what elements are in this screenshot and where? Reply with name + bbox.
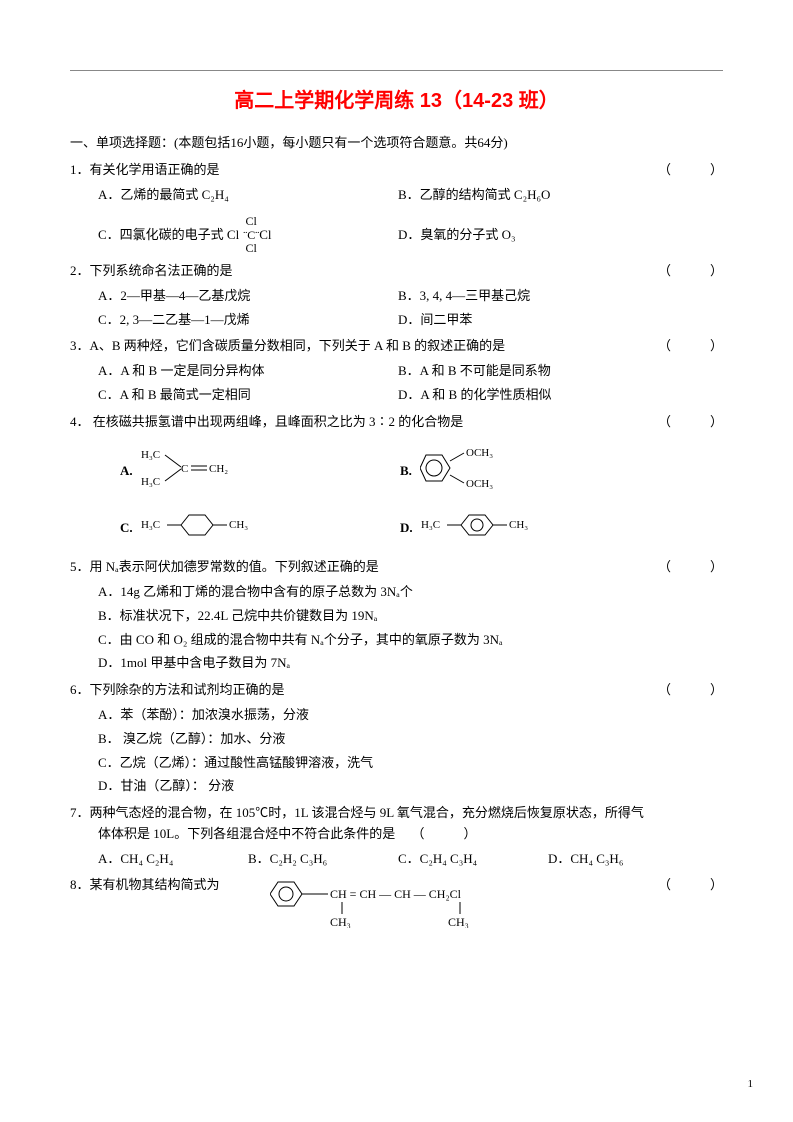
answer-blank: （ ） [411,826,476,841]
q2-opt-D: D．间二甲苯 [398,310,723,331]
q3-stem: 3．A、B 两种烃，它们含碳质量分数相同，下列关于 A 和 B 的叙述正确的是 [70,338,505,353]
answer-blank: （ ） [658,160,723,181]
q4-D-label: D. [400,518,413,539]
q4-A-label: A. [120,461,133,482]
q3-opt-A: A．A 和 B 一定是同分异构体 [98,361,398,382]
page-title: 高二上学期化学周练 13（14-23 班） [70,85,723,117]
answer-blank: （ ） [658,557,723,578]
top-rule [70,70,723,71]
q4-opt-B: B. OCH₃ OCH₃ [400,441,723,503]
q7-stem-line2: 体体积是 10L。下列各组混合烃中不符合此条件的是 （ ） [98,824,723,845]
q4-opt-D: D. H₃C CH₃ [400,508,723,549]
svg-text:H₃C: H₃C [421,519,440,531]
q1-ccl4-bot: Cl [246,241,257,255]
q4-B-structure-icon: OCH₃ OCH₃ [420,441,540,503]
q4-stem-line: 4． 在核磁共振氢谱中出现两组峰，且峰面积之比为 3∶2 的化合物是 （ ） [70,412,723,433]
q5-opt-B: B．标准状况下，22.4L 己烷中共价键数目为 19Nₐ [98,606,723,627]
q6-stem: 6．下列除杂的方法和试剂均正确的是 [70,682,285,697]
q1-ccl4-struct: Cl ¨C¨ Cl [243,215,259,255]
svg-text:CH₃: CH₃ [229,519,248,531]
q4-C-structure-icon: H₃C CH₃ [141,508,301,549]
answer-blank: （ ） [658,875,723,896]
svg-text:OCH₃: OCH₃ [466,447,493,459]
q2-stem: 2．下列系统命名法正确的是 [70,263,233,278]
q4-opt-C: C. H₃C CH₃ [120,508,400,549]
svg-text:C: C [181,463,188,475]
question-5: 5．用 Nₐ表示阿伏加德罗常数的值。下列叙述正确的是 （ ） A．14g 乙烯和… [70,557,723,674]
answer-blank: （ ） [658,412,723,433]
q7-opt-A: A．CH₄ C₂H₄ [98,849,248,870]
q1-C-suffix: Cl [259,225,271,246]
svg-text:H₃C: H₃C [141,519,160,531]
q1-stem: 1．有关化学用语正确的是 [70,162,220,177]
question-6: 6．下列除杂的方法和试剂均正确的是 （ ） A．苯（苯酚）：加浓溴水振荡，分液 … [70,680,723,797]
q4-B-label: B. [400,461,412,482]
answer-blank: （ ） [658,261,723,282]
question-2: 2．下列系统命名法正确的是 （ ） A．2—甲基—4—乙基戊烷 B．3, 4, … [70,261,723,330]
q1-opt-C: C．四氯化碳的电子式 Cl Cl ¨C¨ Cl Cl [98,215,398,255]
question-7: 7．两种气态烃的混合物，在 105℃时，1L 该混合烃与 9L 氧气混合，充分燃… [70,803,723,869]
svg-text:H₃C: H₃C [141,449,160,461]
q1-C-prefix: C．四氯化碳的电子式 Cl [98,225,239,246]
q2-stem-line: 2．下列系统命名法正确的是 （ ） [70,261,723,282]
q7-opt-C: C．C₂H₄ C₃H₄ [398,849,548,870]
q3-stem-line: 3．A、B 两种烃，它们含碳质量分数相同，下列关于 A 和 B 的叙述正确的是 … [70,336,723,357]
q8-stem: 8．某有机物其结构简式为 [70,877,220,892]
q8-stem-line: 8．某有机物其结构简式为 （ ） [70,875,723,896]
svg-text:CH₃: CH₃ [448,915,469,928]
q5-stem: 5．用 Nₐ表示阿伏加德罗常数的值。下列叙述正确的是 [70,559,379,574]
q5-opt-D: D．1mol 甲基中含电子数目为 7Nₐ [98,653,723,674]
q3-opt-B: B．A 和 B 不可能是同系物 [398,361,723,382]
question-3: 3．A、B 两种烃，它们含碳质量分数相同，下列关于 A 和 B 的叙述正确的是 … [70,336,723,405]
q5-opt-A: A．14g 乙烯和丁烯的混合物中含有的原子总数为 3Nₐ个 [98,582,723,603]
q1-opt-D: D．臭氧的分子式 O₃ [398,225,723,246]
q3-opt-C: C．A 和 B 最简式一定相同 [98,385,398,406]
q1-ccl4-mid: C [247,228,255,242]
q6-stem-line: 6．下列除杂的方法和试剂均正确的是 （ ） [70,680,723,701]
page-number: 1 [748,1076,754,1094]
q1-opt-A: A．乙烯的最简式 C₂H₄ [98,185,398,206]
q4-A-structure-icon: H₃C H₃C C CH₂ [141,443,241,500]
q6-opt-D: D．甘油（乙醇）： 分液 [98,776,723,797]
answer-blank: （ ） [658,336,723,357]
q2-opt-B: B．3, 4, 4—三甲基己烷 [398,286,723,307]
q7-stem-line1: 7．两种气态烃的混合物，在 105℃时，1L 该混合烃与 9L 氧气混合，充分燃… [70,803,723,824]
q2-opt-C: C．2, 3—二乙基—1—戊烯 [98,310,398,331]
q7-opt-D: D．CH₄ C₃H₆ [548,849,698,870]
q4-opt-A: A. H₃C H₃C C CH₂ [120,443,400,500]
svg-text:CH₃: CH₃ [509,519,528,531]
q6-opt-C: C．乙烷（乙烯）：通过酸性高锰酸钾溶液，洗气 [98,753,723,774]
q4-D-structure-icon: H₃C CH₃ [421,508,581,549]
q2-opt-A: A．2—甲基—4—乙基戊烷 [98,286,398,307]
q7-opt-B: B．C₂H₂ C₃H₆ [248,849,398,870]
svg-text:H₃C: H₃C [141,476,160,488]
question-1: 1．有关化学用语正确的是 （ ） A．乙烯的最简式 C₂H₄ B．乙醇的结构简式… [70,160,723,255]
question-4: 4． 在核磁共振氢谱中出现两组峰，且峰面积之比为 3∶2 的化合物是 （ ） A… [70,412,723,549]
q5-opt-C: C．由 CO 和 O₂ 组成的混合物中共有 Nₐ个分子，其中的氧原子数为 3Nₐ [98,630,723,651]
q1-stem-line: 1．有关化学用语正确的是 （ ） [70,160,723,181]
q4-C-label: C. [120,518,133,539]
exam-page: 高二上学期化学周练 13（14-23 班） 一、单项选择题：(本题包括16小题，… [0,0,793,1122]
section-header: 一、单项选择题：(本题包括16小题，每小题只有一个选项符合题意。共64分) [70,133,723,154]
q6-opt-B: B． 溴乙烷（乙醇）：加水、分液 [98,729,723,750]
q5-stem-line: 5．用 Nₐ表示阿伏加德罗常数的值。下列叙述正确的是 （ ） [70,557,723,578]
q7-stem-line2-text: 体体积是 10L。下列各组混合烃中不符合此条件的是 [98,826,395,841]
svg-text:OCH₃: OCH₃ [466,478,493,490]
q3-opt-D: D．A 和 B 的化学性质相似 [398,385,723,406]
q4-stem: 4． 在核磁共振氢谱中出现两组峰，且峰面积之比为 3∶2 的化合物是 [70,414,463,429]
answer-blank: （ ） [658,680,723,701]
svg-text:CH₂: CH₂ [209,463,228,475]
question-8: 8．某有机物其结构简式为 （ ） CH = CH — CH — CH₂Cl CH… [70,875,723,935]
q1-ccl4-top: Cl [246,214,257,228]
svg-text:CH₃: CH₃ [330,915,351,928]
q1-opt-B: B．乙醇的结构简式 C₂H₆O [398,185,723,206]
q6-opt-A: A．苯（苯酚）：加浓溴水振荡，分液 [98,705,723,726]
